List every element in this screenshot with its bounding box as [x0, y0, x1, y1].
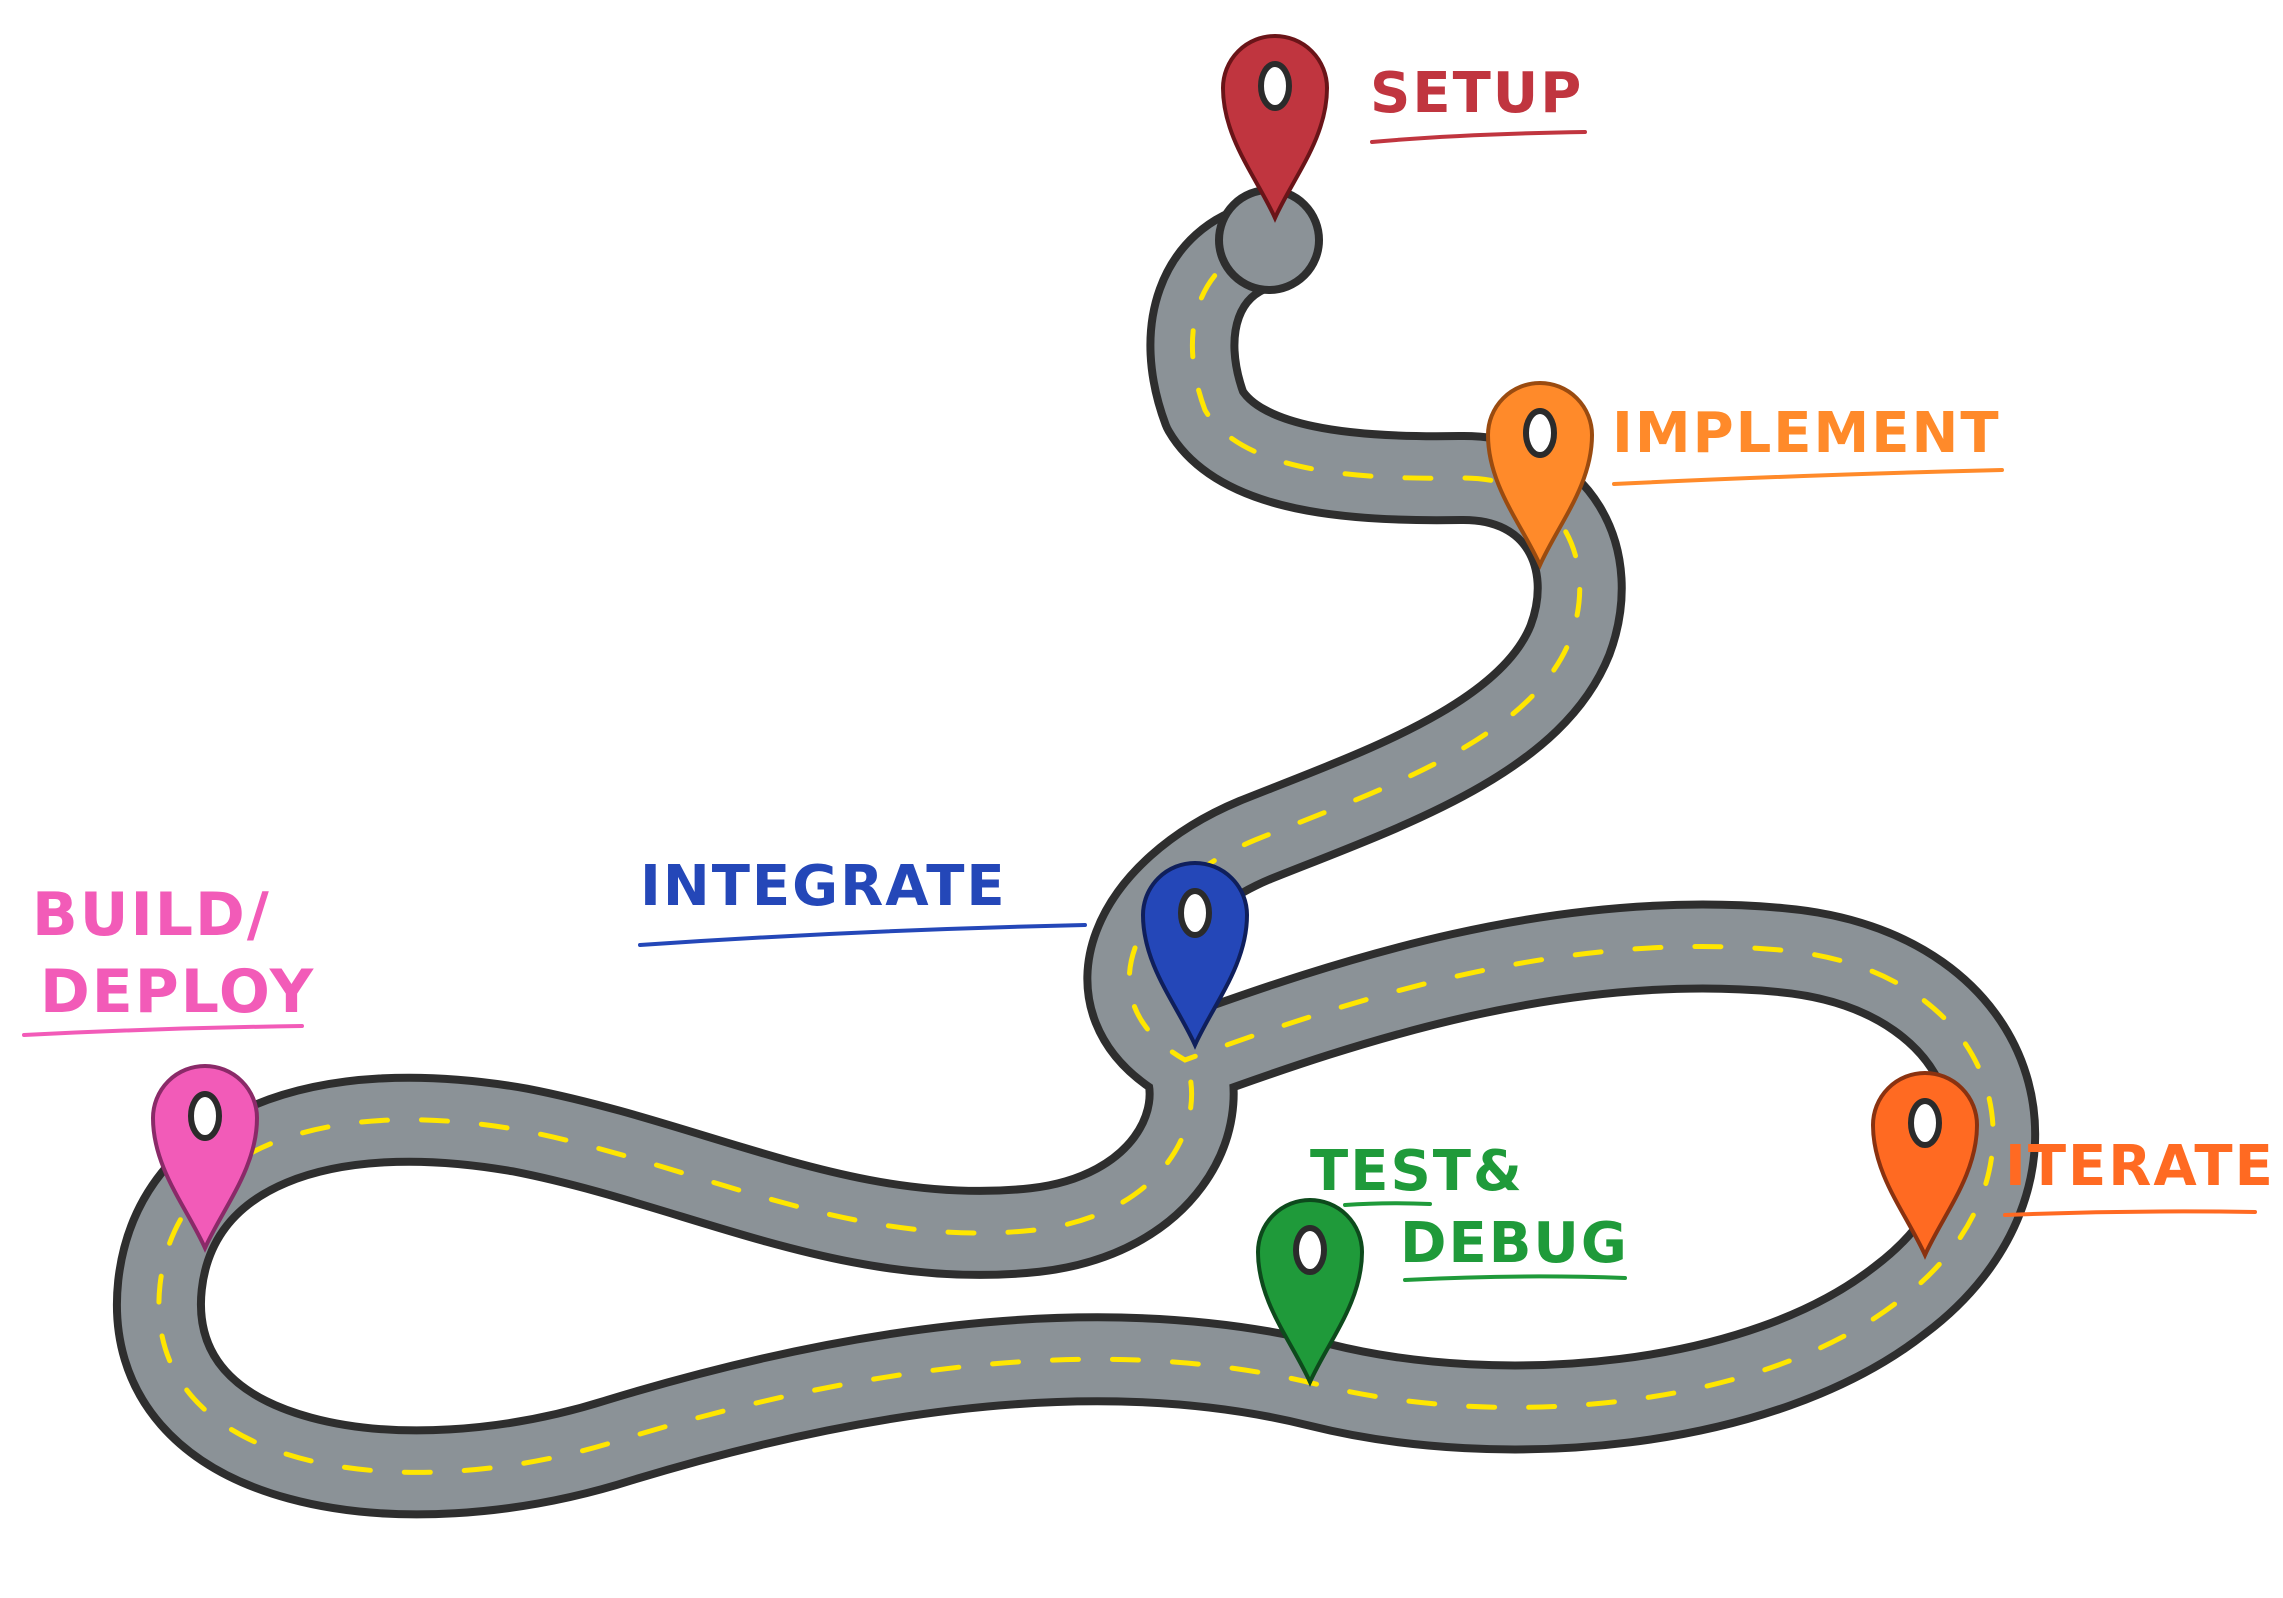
label-underline	[2003, 1209, 2257, 1217]
winding-road	[112, 199, 2040, 1519]
milestone-iterate: ITERATE	[1870, 1071, 2275, 1260]
milestone-test-debug: TEST& DEBUG	[1255, 1139, 1629, 1387]
map-pin-icon	[1140, 861, 1250, 1050]
milestone-setup: SETUP	[1220, 34, 1587, 223]
map-pin-icon	[1485, 381, 1595, 570]
milestone-integrate: INTEGRATE	[638, 854, 1250, 1050]
map-pin-icon	[1870, 1071, 1980, 1260]
milestone-label-test-debug-line1: TEST&	[1310, 1139, 1524, 1204]
milestone-build-deploy: BUILD/ DEPLOY	[22, 880, 315, 1253]
milestone-label-build-deploy-line1: BUILD/	[32, 880, 271, 950]
map-pin-icon	[1220, 34, 1330, 223]
road-surface	[120, 207, 2032, 1511]
label-underline	[1612, 468, 2004, 486]
milestone-label-test-debug-line2: DEBUG	[1400, 1211, 1629, 1276]
milestone-label-implement: IMPLEMENT	[1612, 401, 2001, 466]
milestone-label-setup: SETUP	[1370, 61, 1583, 126]
milestone-label-iterate: ITERATE	[2005, 1134, 2275, 1199]
milestone-label-build-deploy-line2: DEPLOY	[40, 957, 315, 1027]
label-underline	[22, 1024, 304, 1037]
map-pin-icon	[150, 1064, 260, 1253]
label-underline	[638, 923, 1087, 947]
label-underline	[1343, 1201, 1432, 1207]
map-pin-icon	[1255, 1198, 1365, 1387]
label-underline	[1403, 1274, 1627, 1282]
label-underline	[1370, 130, 1587, 144]
milestone-implement: IMPLEMENT	[1485, 381, 2004, 570]
milestone-label-integrate: INTEGRATE	[640, 854, 1007, 919]
